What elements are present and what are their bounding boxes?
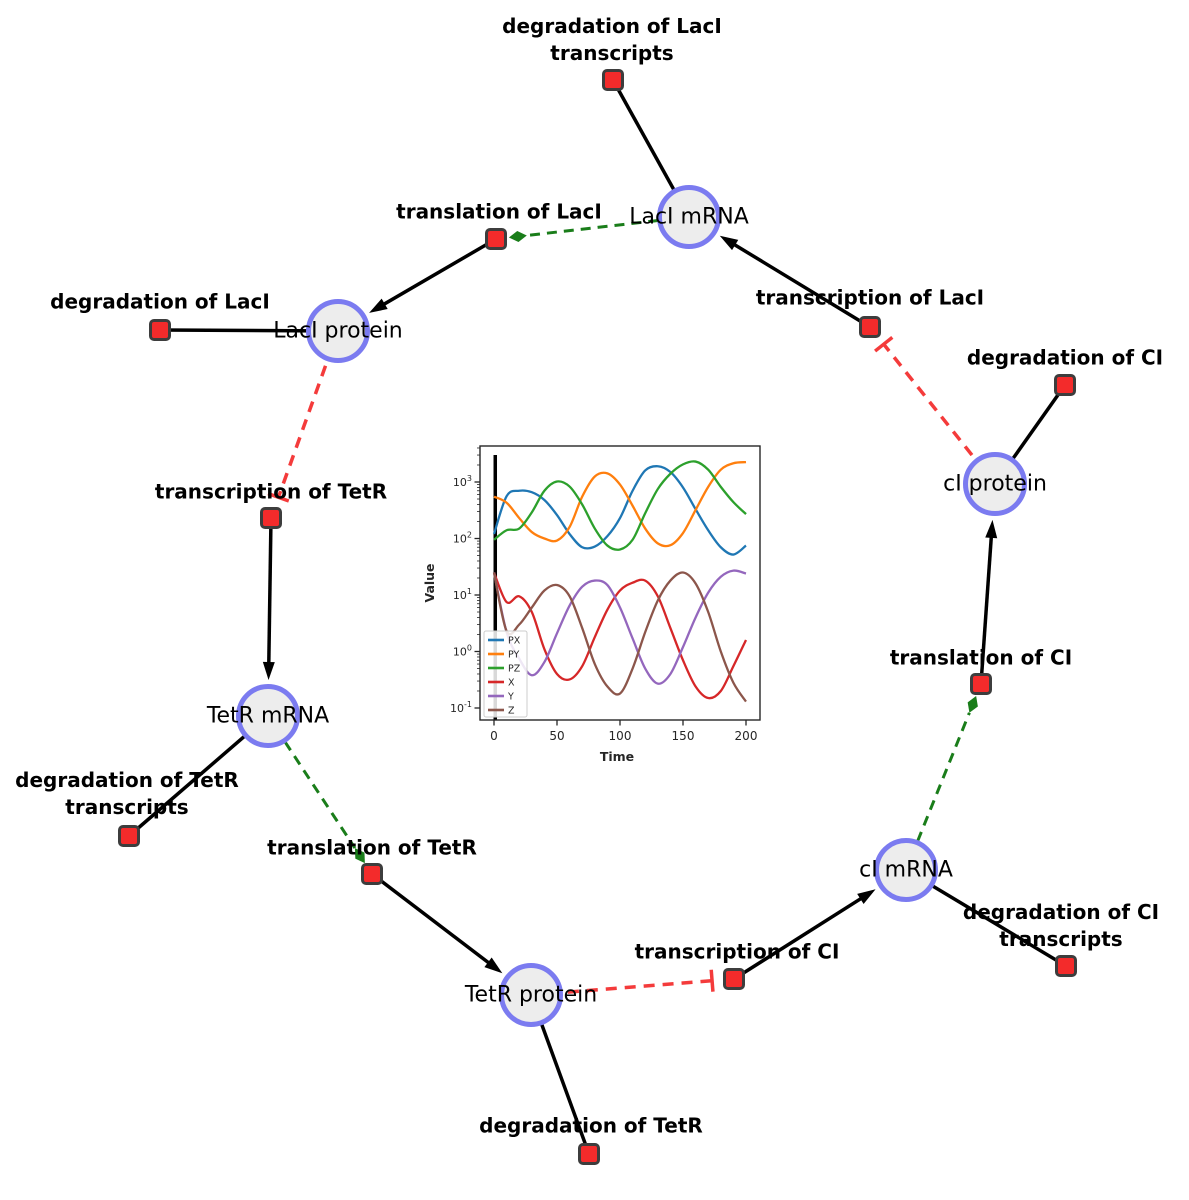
inhibition-bar-icon bbox=[267, 491, 290, 503]
edge-production-tc_laci-laci_mrna bbox=[719, 235, 871, 329]
edge-consumption-laci_protein-deg_laci bbox=[159, 328, 339, 333]
arrowhead-icon bbox=[719, 235, 739, 251]
chart-x-tick-label: 0 bbox=[490, 729, 498, 743]
chart-legend-label-PX: PX bbox=[508, 636, 521, 647]
modifier-diamond-icon bbox=[508, 231, 527, 242]
chart-y-tick-label: 100 bbox=[453, 644, 472, 659]
edge-production-tc_tetr-tetr_mrna bbox=[262, 517, 275, 681]
edge-production-tl_ci-ci_protein bbox=[979, 519, 998, 685]
chart-series-PY bbox=[493, 460, 747, 548]
edge-production-tc_ci-ci_mrna bbox=[733, 889, 876, 981]
chart-legend-label-X: X bbox=[508, 678, 515, 689]
edge-consumption-ci_protein-deg_ci bbox=[993, 383, 1067, 486]
edge-production-tl_laci-laci_protein bbox=[369, 237, 497, 313]
chart-legend-label-Z: Z bbox=[508, 706, 515, 717]
chart-series-PX bbox=[492, 465, 747, 556]
chart-series-Z bbox=[492, 571, 747, 703]
chart-x-tick-label: 150 bbox=[672, 729, 695, 743]
chart-y-tick-label: 103 bbox=[453, 474, 472, 489]
chart-series-Y bbox=[492, 569, 747, 685]
edge-inhibition-ci_protein-tc_laci bbox=[874, 335, 974, 457]
chart-legend-label-Y: Y bbox=[507, 692, 514, 703]
chart-x-tick-label: 50 bbox=[549, 729, 564, 743]
inhibition-bar-icon bbox=[709, 969, 715, 992]
chart-x-tick-label: 100 bbox=[609, 729, 632, 743]
edge-modifier-laci_mrna-tl_laci bbox=[508, 219, 659, 242]
chart-xlabel: Time bbox=[600, 749, 634, 764]
edge-modifier-tetr_mrna-tl_tetr bbox=[283, 741, 365, 864]
edge-inhibition-laci_protein-tc_tetr bbox=[267, 365, 328, 503]
modifier-diamond-icon bbox=[967, 696, 978, 713]
chart-legend-label-PZ: PZ bbox=[508, 664, 521, 675]
arrowhead-icon bbox=[857, 889, 876, 904]
chart-y-tick-label: 101 bbox=[453, 587, 472, 602]
chart-y-tick-label: 102 bbox=[453, 531, 472, 546]
chart-x-tick-label: 200 bbox=[735, 729, 758, 743]
chart-series-PZ bbox=[493, 460, 747, 551]
chart-legend-label-PY: PY bbox=[508, 650, 520, 661]
edge-production-tl_tetr-tetr_protein bbox=[370, 872, 503, 974]
arrowhead-icon bbox=[985, 519, 998, 539]
inhibition-bar-icon bbox=[874, 335, 894, 353]
edge-inhibition-tetr_protein-tc_ci bbox=[567, 969, 715, 994]
chart-y-tick-label: 10-1 bbox=[450, 700, 472, 715]
arrowhead-icon bbox=[484, 957, 503, 974]
chart-legend bbox=[483, 630, 528, 718]
edge-consumption-laci_mrna-deg_laci_tx bbox=[611, 79, 691, 218]
chart-ylabel: Value bbox=[423, 563, 437, 602]
chart-series-X bbox=[492, 572, 748, 700]
edge-consumption-ci_mrna-deg_ci_tx bbox=[905, 868, 1067, 968]
edge-consumption-tetr_mrna-deg_tetr_tx bbox=[127, 714, 270, 838]
timeseries-inset-chart: 0 50 100 150 200 10-1 100 101 102 103 Time Value PX P… bbox=[423, 445, 761, 764]
edge-modifier-ci_mrna-tl_ci bbox=[916, 696, 978, 842]
modifier-diamond-icon bbox=[354, 848, 365, 864]
edge-consumption-tetr_protein-deg_tetr bbox=[529, 994, 591, 1155]
arrowhead-icon bbox=[262, 661, 275, 681]
arrowhead-icon bbox=[369, 298, 388, 313]
